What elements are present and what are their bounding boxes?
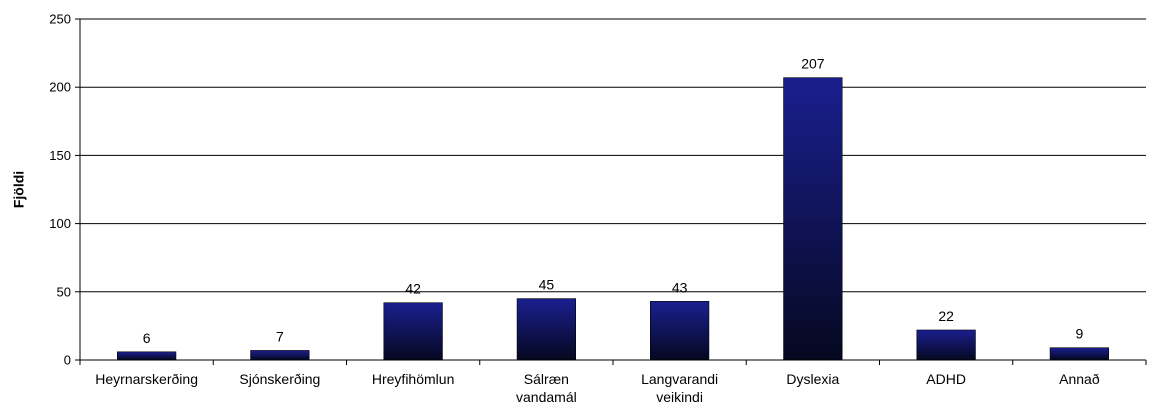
bar xyxy=(783,77,843,361)
x-category-label: ADHD xyxy=(926,371,966,387)
y-axis-label: Fjöldi xyxy=(11,171,27,208)
bar xyxy=(516,298,576,361)
data-label: 207 xyxy=(801,56,825,72)
data-label: 45 xyxy=(539,277,555,293)
data-label: 43 xyxy=(672,279,688,295)
x-category-label: Sjónskerðing xyxy=(239,371,320,387)
x-category-label: Annað xyxy=(1059,371,1100,387)
data-label: 7 xyxy=(276,328,284,344)
x-category-label: veikindi xyxy=(656,389,703,405)
x-category-label: vandamál xyxy=(516,389,577,405)
x-category-label: Heyrnarskerðing xyxy=(95,371,198,387)
data-label: 6 xyxy=(143,330,151,346)
y-tick-label: 200 xyxy=(49,80,71,95)
y-tick-label: 0 xyxy=(64,353,71,368)
gridlines xyxy=(80,18,1146,293)
data-labels: 6 7 42 45 43 207 22 9 xyxy=(143,56,1084,346)
data-label: 9 xyxy=(1075,326,1083,342)
y-axis-ticks: 0 50 100 150 200 250 xyxy=(49,12,80,368)
x-axis-categories: Heyrnarskerðing Sjónskerðing Hreyfihömlun S… xyxy=(79,360,1147,405)
bar xyxy=(1049,347,1109,361)
x-category-label: Hreyfihömlun xyxy=(372,371,454,387)
y-tick-label: 50 xyxy=(57,284,71,299)
x-category-label: Sálræn xyxy=(524,371,569,387)
data-label: 42 xyxy=(405,281,421,297)
y-tick-label: 250 xyxy=(49,12,71,27)
data-label: 22 xyxy=(938,308,954,324)
x-category-label: Dyslexia xyxy=(786,371,839,387)
bars xyxy=(117,77,1109,361)
y-tick-label: 150 xyxy=(49,148,71,163)
bar xyxy=(250,350,310,361)
bar xyxy=(916,329,976,361)
bar xyxy=(117,351,177,361)
x-category-label: Langvarandi xyxy=(641,371,718,387)
y-tick-label: 100 xyxy=(49,216,71,231)
bar xyxy=(650,301,710,361)
bar xyxy=(383,302,443,361)
